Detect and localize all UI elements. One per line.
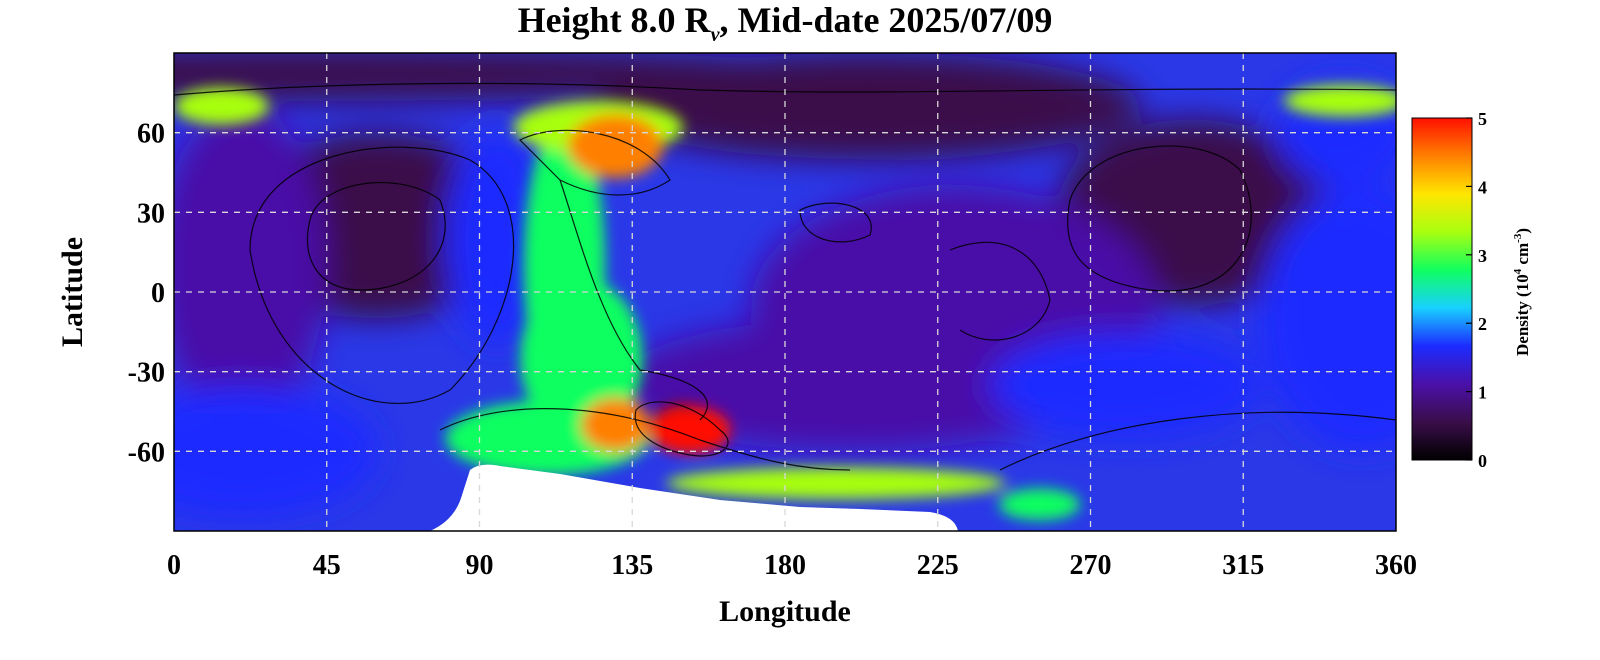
y-axis-label: Latitude — [56, 237, 89, 347]
x-tick-label: 315 — [1222, 550, 1264, 581]
colorbar-tick-label: 4 — [1478, 177, 1487, 197]
density-cell — [1284, 84, 1396, 117]
x-tick-label: 180 — [764, 550, 806, 581]
density-cell — [520, 278, 643, 439]
density-cell — [615, 318, 1091, 452]
y-tick-labels: 60 30 0 -30 -60 — [128, 119, 165, 469]
density-cell — [649, 406, 731, 454]
y-tick-label: -30 — [128, 358, 165, 389]
x-tick-labels: 0 45 90 135 180 225 270 315 360 — [167, 550, 1417, 581]
density-cell — [998, 488, 1081, 521]
y-tick-label: 0 — [151, 278, 165, 309]
colorbar-tick-label: 1 — [1478, 383, 1487, 403]
colorbar-tick-label: 3 — [1478, 246, 1487, 266]
x-tick-label: 135 — [611, 550, 653, 581]
density-cell — [581, 398, 650, 452]
density-cell — [174, 106, 327, 425]
y-tick-label: 60 — [137, 119, 165, 150]
colorbar-label: Density (104 cm-3) — [1512, 228, 1532, 356]
density-cell — [567, 114, 663, 178]
colorbar: 0 1 2 3 4 5 Density (104 cm-3) — [1411, 109, 1532, 471]
x-tick-label: 225 — [917, 550, 959, 581]
x-tick-label: 90 — [466, 550, 494, 581]
colorbar-gradient — [1411, 117, 1473, 461]
colorbar-tick-label: 5 — [1478, 109, 1487, 129]
density-cell — [666, 467, 1006, 500]
no-data-region — [430, 464, 958, 531]
y-tick-label: 30 — [137, 198, 165, 229]
density-contours — [174, 82, 1396, 471]
y-tick-label: -60 — [128, 437, 165, 468]
x-tick-label: 270 — [1070, 550, 1112, 581]
x-tick-label: 0 — [167, 550, 181, 581]
grid-lines — [174, 53, 1396, 531]
density-cell — [1260, 185, 1396, 452]
density-cell — [174, 87, 270, 125]
colorbar-tick-label: 0 — [1478, 451, 1487, 471]
x-axis-label: Longitude — [719, 595, 851, 628]
colorbar-tick-label: 2 — [1478, 314, 1487, 334]
x-tick-label: 45 — [313, 550, 341, 581]
x-tick-label: 360 — [1375, 550, 1417, 581]
heatmap-area — [174, 53, 1396, 531]
chart-title: Height 8.0 Rν, Mid-date 2025/07/09 — [518, 0, 1053, 46]
plot-frame — [173, 52, 1397, 532]
density-cell — [988, 331, 1261, 439]
density-cell — [445, 132, 548, 346]
